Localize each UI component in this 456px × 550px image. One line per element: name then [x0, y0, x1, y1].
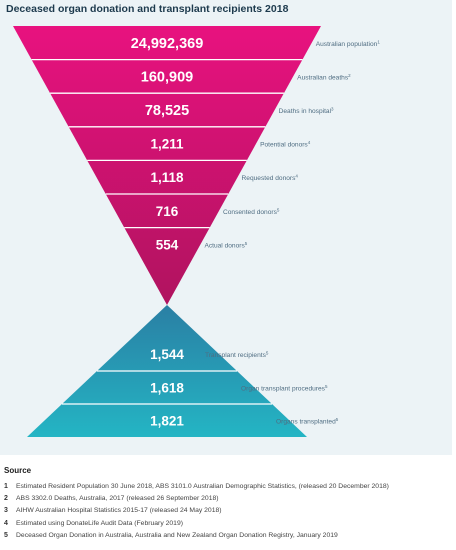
donation-stage-label: Australian population1 — [316, 39, 381, 48]
donation-stage-label-text: Australian population — [316, 41, 378, 48]
transplant-stage-label: Organ transplant procedures5 — [241, 384, 328, 393]
source-item: 2 ABS 3302.0 Deaths, Australia, 2017 (rel… — [4, 492, 454, 504]
donation-stage-label: Deaths in hospital3 — [279, 107, 334, 116]
source-number: 3 — [4, 507, 8, 515]
donation-stage-label: Consented donors5 — [223, 207, 280, 216]
donation-stage-note: 3 — [331, 107, 334, 112]
donation-stage-value: 1,118 — [150, 170, 184, 185]
transplant-stage-value: 1,821 — [150, 414, 184, 429]
sources-heading: Source — [4, 466, 32, 475]
source-item: 1 Estimated Resident Population 30 June 2… — [4, 480, 454, 492]
transplant-stage-value: 1,544 — [150, 347, 184, 362]
donation-stage-label-text: Actual donors — [204, 242, 245, 249]
donation-stage-label-text: Requested donors — [242, 175, 297, 182]
transplant-stage-label-text: Transplant recipients — [205, 352, 267, 359]
donation-stage-label: Potential donors4 — [260, 140, 311, 149]
source-number: 5 — [4, 531, 8, 539]
source-number: 4 — [4, 519, 8, 527]
source-item: 4 Estimated using DonateLife Audit Data (… — [4, 517, 454, 529]
donation-stage-note: 1 — [377, 39, 380, 44]
donation-stage-note: 5 — [277, 207, 280, 212]
transplant-stage-note: 5 — [325, 384, 328, 389]
transplant-stage-label-text: Organs transplanted — [276, 419, 336, 426]
source-text: AIHW Australian Hospital Statistics 2015… — [16, 507, 222, 515]
transplant-stage-label-text: Organ transplant procedures — [241, 386, 326, 393]
donation-stage-label-text: Potential donors — [260, 142, 308, 149]
donation-stage-label-text: Consented donors — [223, 209, 278, 216]
donation-stage-value: 1,211 — [150, 137, 184, 152]
donation-stage-label-text: Deaths in hospital — [279, 108, 332, 115]
source-number: 1 — [4, 482, 8, 490]
donation-stage-note: 5 — [245, 241, 248, 246]
transplant-stage-label: Transplant recipients5 — [205, 351, 269, 360]
donation-stage-label: Actual donors5 — [204, 241, 247, 250]
donation-stage-value: 24,992,369 — [131, 36, 204, 52]
donation-stage-label-text: Australian deaths — [297, 74, 349, 81]
sources-list: 1 Estimated Resident Population 30 June 2… — [4, 480, 454, 541]
source-item: 3 AIHW Australian Hospital Statistics 201… — [4, 505, 454, 517]
donation-stage-value: 160,909 — [141, 69, 193, 85]
source-text: Deceased Organ Donation in Australia, Au… — [16, 531, 338, 539]
source-number: 2 — [4, 494, 8, 502]
chart-panel: Deceased organ donation and transplant r… — [0, 0, 452, 455]
source-item: 5 Deceased Organ Donation in Australia, A… — [4, 529, 454, 541]
donation-stage-note: 2 — [348, 73, 351, 78]
source-text: Estimated using DonateLife Audit Data (F… — [16, 519, 183, 527]
chart-title: Deceased organ donation and transplant r… — [6, 3, 289, 15]
donation-stage-value: 78,525 — [145, 103, 189, 119]
sources-section: Source 1 Estimated Resident Population 30… — [4, 466, 454, 541]
transplant-stage-note: 5 — [336, 417, 339, 422]
donation-funnel-shape — [13, 26, 321, 305]
donation-stage-value: 554 — [156, 237, 179, 252]
donation-stage-value: 716 — [156, 204, 179, 219]
source-text: ABS 3302.0 Deaths, Australia, 2017 (rele… — [16, 494, 219, 502]
donation-stage-note: 4 — [308, 140, 311, 145]
donation-stage-label: Australian deaths2 — [297, 73, 351, 82]
donation-funnel: 24,992,369 Australian population1 160,909 A… — [13, 26, 380, 305]
transplant-stage-label: Organs transplanted5 — [276, 417, 339, 426]
funnel-chart: 24,992,369 Australian population1 160,909 A… — [13, 26, 380, 437]
donation-stage-note: 4 — [295, 174, 298, 179]
transplant-stage-value: 1,618 — [150, 381, 184, 396]
source-text: Estimated Resident Population 30 June 20… — [16, 482, 389, 490]
donation-stage-label: Requested donors4 — [242, 174, 299, 183]
transplant-stage-note: 5 — [266, 351, 269, 356]
